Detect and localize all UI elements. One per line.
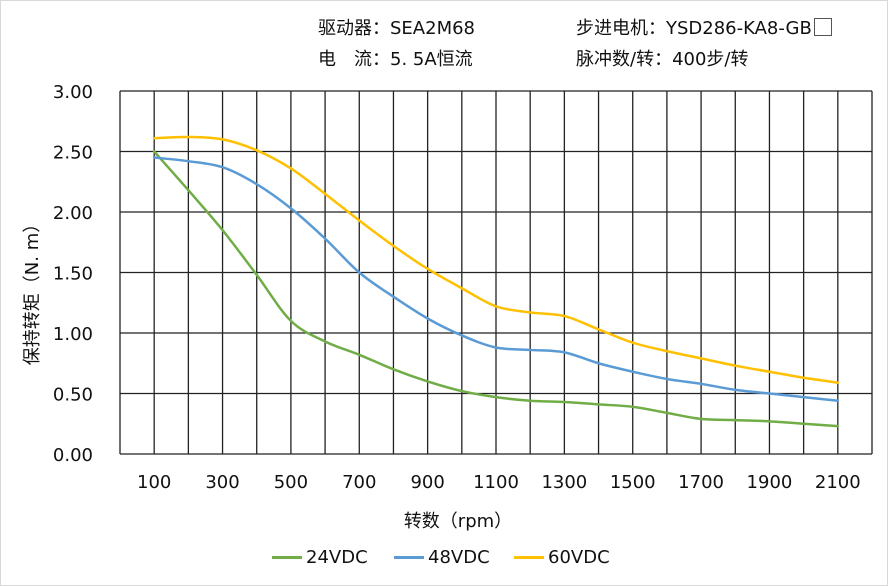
legend-swatch	[272, 556, 302, 559]
x-tick-label: 500	[274, 472, 308, 493]
x-tick-label: 2100	[815, 472, 861, 493]
y-tick-label: 3.00	[53, 82, 93, 103]
x-tick-label: 1300	[541, 472, 587, 493]
series-lines	[152, 135, 840, 428]
legend-label: 24VDC	[306, 547, 368, 568]
legend-swatch	[394, 556, 424, 559]
legend-item-24vdc: 24VDC	[272, 547, 368, 568]
y-tick-label: 0.00	[53, 445, 93, 466]
y-tick-label: 1.00	[53, 324, 93, 345]
y-tick-label: 0.50	[53, 385, 93, 406]
y-tick-label: 2.00	[53, 203, 93, 224]
legend-item-48vdc: 48VDC	[394, 547, 490, 568]
y-tick-label: 2.50	[53, 143, 93, 164]
x-axis-label: 转数（rpm）	[404, 511, 512, 532]
y-axis-label: 保持转矩（N. m）	[22, 215, 43, 365]
x-tick-label: 300	[205, 472, 239, 493]
legend-item-60vdc: 60VDC	[514, 547, 610, 568]
x-tick-label: 1700	[678, 472, 724, 493]
legend-label: 48VDC	[428, 547, 490, 568]
series-line-48vdc	[152, 156, 840, 403]
grid	[119, 90, 873, 455]
tick-labels: 100 300 500 700 900 1100 1300 1500 1700 1900 2100 0…	[53, 82, 861, 493]
motor-text: 步进电机：YSD286-KA8-GB	[576, 18, 812, 39]
legend-swatch	[514, 556, 544, 559]
y-tick-label: 1.50	[53, 264, 93, 285]
current-label: 电 流：5. 5A恒流	[318, 49, 473, 70]
x-tick-label: 1100	[473, 472, 519, 493]
series-line-24vdc	[152, 150, 840, 428]
x-tick-label: 1900	[747, 472, 793, 493]
x-tick-label: 900	[410, 472, 444, 493]
motor-label: 步进电机：YSD286-KA8-GB	[576, 14, 832, 40]
x-tick-label: 700	[342, 472, 376, 493]
x-tick-label: 100	[137, 472, 171, 493]
legend-label: 60VDC	[548, 547, 610, 568]
series-line-60vdc	[152, 135, 840, 384]
steps-label: 脉冲数/转：400步/转	[576, 49, 749, 70]
x-tick-label: 1500	[610, 472, 656, 493]
missing-glyph-box	[813, 18, 832, 36]
driver-label: 驱动器：SEA2M68	[318, 18, 475, 39]
